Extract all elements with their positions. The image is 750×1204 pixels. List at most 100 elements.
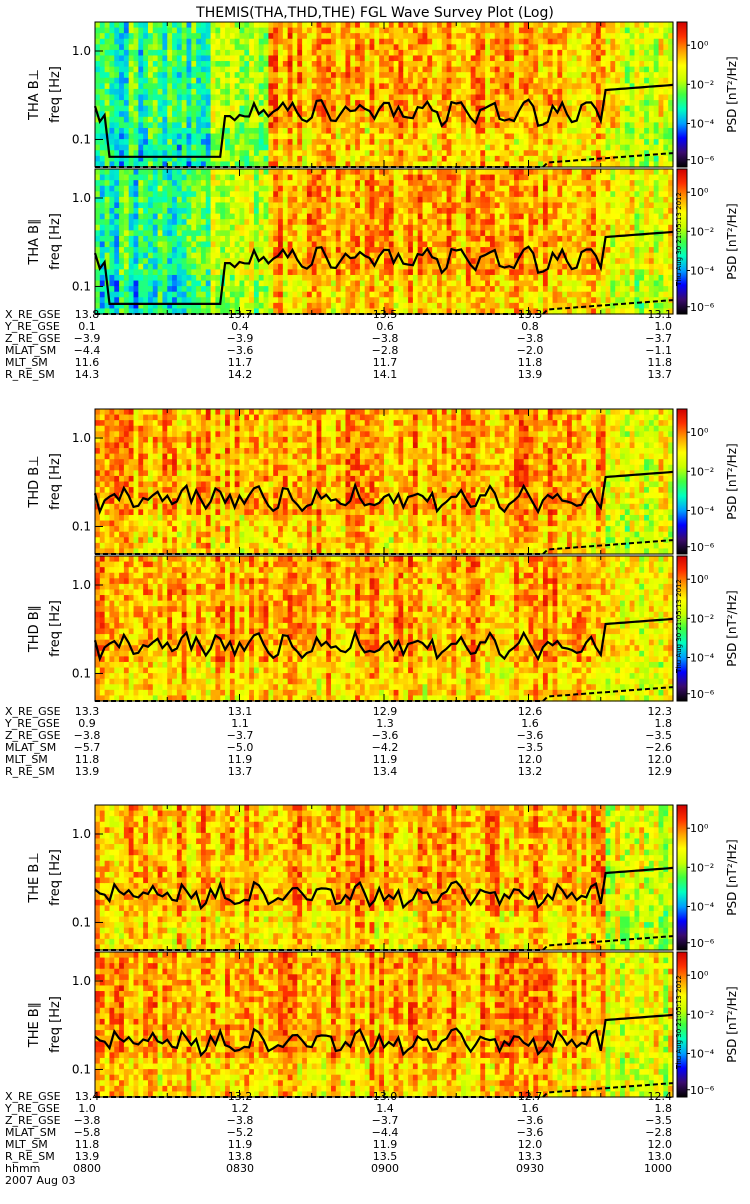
heatmap-cell xyxy=(211,180,216,186)
heatmap-cell xyxy=(134,67,139,73)
heatmap-cell xyxy=(196,208,201,214)
heatmap-cell xyxy=(235,230,240,236)
heatmap-cell xyxy=(365,191,370,197)
heatmap-cell xyxy=(543,111,548,117)
heatmap-cell xyxy=(437,61,442,67)
heatmap-cell xyxy=(114,247,119,253)
heatmap-cell xyxy=(302,78,307,84)
heatmap-cell xyxy=(249,242,254,248)
heatmap-cell xyxy=(230,186,235,192)
heatmap-cell xyxy=(268,191,273,197)
spectrogram-cells xyxy=(95,169,674,315)
heatmap-cell xyxy=(620,44,625,50)
heatmap-cell xyxy=(225,44,230,50)
heatmap-cell xyxy=(466,33,471,39)
heatmap-cell xyxy=(138,180,143,186)
heatmap-cell xyxy=(500,128,505,134)
heatmap-cell xyxy=(350,191,355,197)
heatmap-cell xyxy=(504,33,509,39)
heatmap-cell xyxy=(249,169,254,175)
heatmap-cell xyxy=(249,269,254,275)
heatmap-cell xyxy=(268,72,273,78)
heatmap-cell xyxy=(297,156,302,162)
heatmap-cell xyxy=(172,50,177,56)
heatmap-cell xyxy=(100,281,105,287)
heatmap-cell xyxy=(432,28,437,34)
heatmap-cell xyxy=(134,169,139,175)
heatmap-cell xyxy=(321,128,326,134)
heatmap-cell xyxy=(225,236,230,242)
heatmap-cell xyxy=(109,169,114,175)
heatmap-cell xyxy=(307,202,312,208)
heatmap-cell xyxy=(119,258,124,264)
heatmap-cell xyxy=(220,247,225,253)
heatmap-cell xyxy=(177,134,182,140)
heatmap-cell xyxy=(321,134,326,140)
heatmap-cell xyxy=(485,139,490,145)
heatmap-cell xyxy=(158,175,163,181)
heatmap-cell xyxy=(129,106,134,112)
heatmap-cell xyxy=(148,95,153,101)
heatmap-cell xyxy=(326,208,331,214)
heatmap-cell xyxy=(432,50,437,56)
heatmap-cell xyxy=(398,303,403,309)
heatmap-cell xyxy=(418,50,423,56)
heatmap-cell xyxy=(442,55,447,61)
heatmap-cell xyxy=(630,55,635,61)
heatmap-cell xyxy=(370,269,375,275)
heatmap-cell xyxy=(596,139,601,145)
heatmap-cell xyxy=(659,95,664,101)
heatmap-cell xyxy=(211,225,216,231)
heatmap-cell xyxy=(119,61,124,67)
heatmap-cell xyxy=(370,208,375,214)
heatmap-cell xyxy=(105,230,110,236)
heatmap-cell xyxy=(476,61,481,67)
heatmap-cell xyxy=(259,39,264,45)
heatmap-cell xyxy=(485,83,490,89)
heatmap-cell xyxy=(249,78,254,84)
heatmap-cell xyxy=(134,50,139,56)
heatmap-cell xyxy=(345,214,350,220)
heatmap-cell xyxy=(191,95,196,101)
heatmap-cell xyxy=(538,78,543,84)
heatmap-cell xyxy=(418,78,423,84)
heatmap-cell xyxy=(466,67,471,73)
heatmap-cell xyxy=(466,156,471,162)
heatmap-cell xyxy=(167,106,172,112)
heatmap-cell xyxy=(326,292,331,298)
heatmap-cell xyxy=(191,100,196,106)
heatmap-cell xyxy=(321,83,326,89)
heatmap-cell xyxy=(403,202,408,208)
heatmap-cell xyxy=(644,95,649,101)
heatmap-cell xyxy=(427,242,432,248)
heatmap-cell xyxy=(114,111,119,117)
heatmap-cell xyxy=(538,139,543,145)
heatmap-cell xyxy=(167,89,172,95)
heatmap-cell xyxy=(196,100,201,106)
heatmap-cell xyxy=(442,134,447,140)
heatmap-cell xyxy=(562,89,567,95)
heatmap-cell xyxy=(451,122,456,128)
heatmap-cell xyxy=(659,28,664,34)
heatmap-cell xyxy=(249,39,254,45)
heatmap-cell xyxy=(398,139,403,145)
heatmap-cell xyxy=(148,219,153,225)
heatmap-cell xyxy=(447,95,452,101)
heatmap-cell xyxy=(244,83,249,89)
heatmap-cell xyxy=(249,230,254,236)
heatmap-cell xyxy=(394,61,399,67)
heatmap-cell xyxy=(273,208,278,214)
heatmap-cell xyxy=(466,83,471,89)
heatmap-cell xyxy=(100,303,105,309)
heatmap-cell xyxy=(302,111,307,117)
heatmap-cell xyxy=(442,156,447,162)
heatmap-cell xyxy=(138,95,143,101)
heatmap-cell xyxy=(297,202,302,208)
heatmap-cell xyxy=(302,55,307,61)
heatmap-cell xyxy=(543,67,548,73)
heatmap-cell xyxy=(230,281,235,287)
heatmap-cell xyxy=(105,175,110,181)
heatmap-cell xyxy=(162,236,167,242)
heatmap-cell xyxy=(283,286,288,292)
heatmap-cell xyxy=(365,225,370,231)
